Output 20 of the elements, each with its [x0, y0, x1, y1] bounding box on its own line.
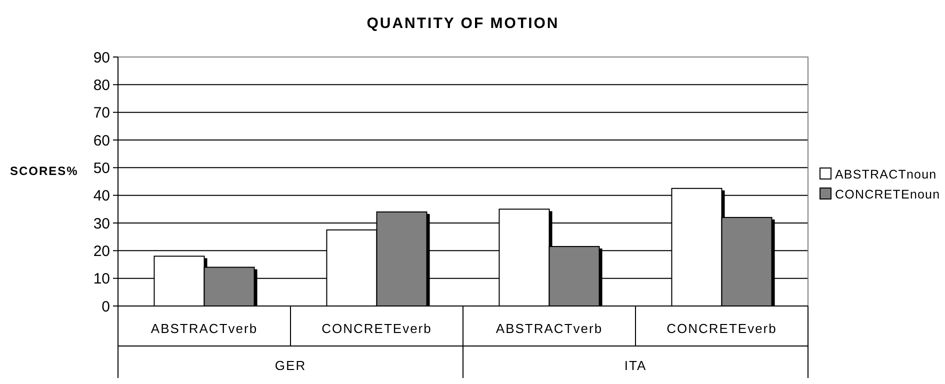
y-tick-label: 50 — [93, 160, 110, 177]
y-axis-title: SCORES% — [10, 164, 78, 178]
y-tick-label: 70 — [93, 104, 110, 122]
y-tick-label: 80 — [93, 76, 110, 94]
y-tick-label: 90 — [93, 49, 110, 66]
y-tick-label: 0 — [102, 298, 110, 316]
text: GER — [274, 358, 306, 373]
y-tick-label: 40 — [93, 188, 110, 205]
text: ITA — [624, 358, 647, 373]
y-tick-label: 60 — [93, 132, 110, 150]
y-tick-label: 20 — [93, 242, 110, 260]
x-tick-label: ABSTRACTverb — [496, 321, 603, 336]
legend-label: ABSTRACTnoun — [835, 167, 937, 182]
y-tick-label: 30 — [93, 215, 110, 232]
legend-label: CONCRETEnoun — [835, 187, 940, 202]
x-tick-label: CONCRETEverb — [666, 321, 777, 336]
x-tick-label: ABSTRACTverb — [150, 321, 258, 336]
x-tick-label: CONCRETEverb — [322, 321, 432, 336]
y-tick-label: 10 — [93, 270, 110, 288]
chart-title: QUANTITY OF MOTION — [366, 15, 560, 32]
